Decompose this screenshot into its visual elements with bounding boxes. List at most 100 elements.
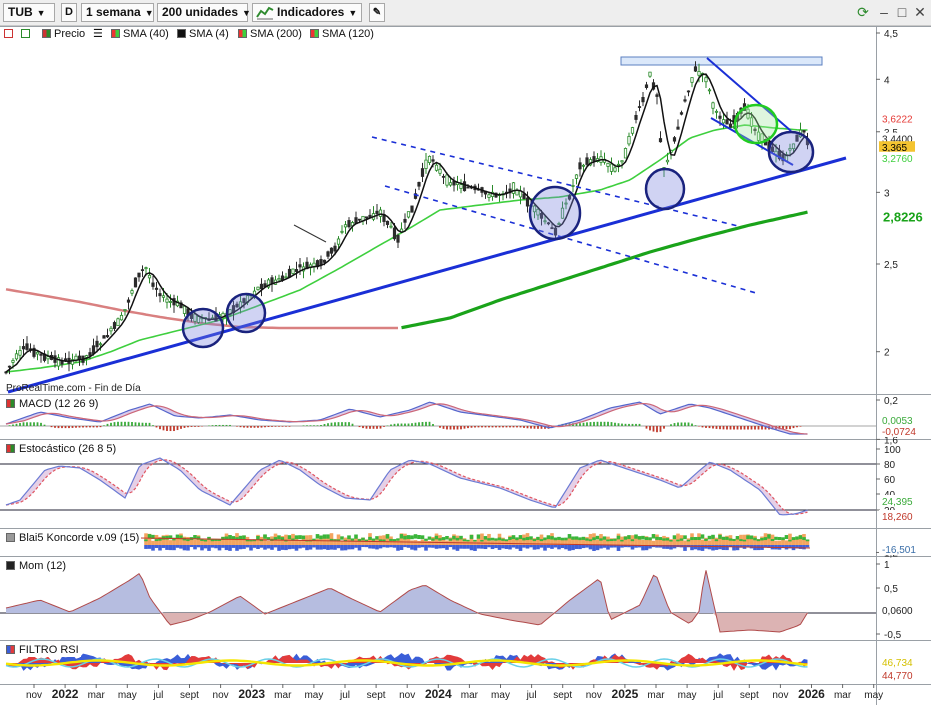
koncorde-orange-bar	[410, 540, 414, 545]
price-bar-body	[116, 318, 120, 327]
momentum-title[interactable]: Mom (12)	[4, 560, 69, 573]
ticker-select[interactable]: TUB ▼	[3, 3, 55, 22]
koncorde-green-bar	[571, 536, 575, 540]
units-select[interactable]: 200 unidades ▼	[157, 3, 251, 22]
macd-histogram-bar	[369, 426, 371, 429]
legend-up-icon[interactable]	[21, 27, 33, 41]
koncorde-green-bar	[427, 536, 432, 540]
koncorde-green-bar	[585, 538, 589, 541]
macd-histogram-bar	[180, 426, 182, 429]
price-bar-body	[112, 322, 117, 329]
price-bar-body	[508, 188, 512, 194]
macd-histogram-bar	[306, 425, 308, 426]
price-bar-body	[781, 154, 785, 162]
macd-histogram-bar	[537, 426, 539, 429]
koncorde-blue-bar	[651, 545, 656, 548]
macd-histogram-bar	[169, 426, 172, 432]
stochastic-tick-label: 20	[884, 506, 896, 517]
timeframe-select[interactable]: 1 semana ▼	[81, 3, 154, 22]
macd-histogram-bar	[323, 424, 326, 426]
koncorde-orange-bar	[214, 540, 218, 545]
macd-histogram-bar	[278, 426, 280, 427]
macd-histogram-bar	[183, 426, 186, 428]
minimize-icon[interactable]: –	[880, 4, 888, 20]
price-bar-body	[14, 353, 19, 360]
price-bar-body	[753, 128, 757, 132]
koncorde-blue-bar	[781, 545, 785, 548]
koncorde-orange-bar	[413, 540, 418, 545]
chart-refresh-icon[interactable]: ⟳	[857, 4, 869, 20]
koncorde-green-bar	[336, 539, 341, 542]
price-bar-body	[32, 347, 36, 357]
macd-histogram-bar	[649, 426, 651, 431]
legend-sma40[interactable]: SMA (40)	[111, 27, 169, 41]
stochastic-cloud	[6, 458, 808, 515]
macd-histogram-bar	[586, 422, 588, 426]
macd-histogram-bar	[26, 422, 28, 426]
koncorde-green-bar	[364, 539, 369, 542]
koncorde-orange-bar	[312, 540, 316, 545]
macd-histogram-bar	[257, 426, 259, 428]
pencil-icon: ✎	[372, 7, 382, 18]
price-bar-body	[294, 269, 299, 272]
macd-title[interactable]: MACD (12 26 9)	[4, 398, 101, 411]
price-bar-body	[543, 220, 547, 223]
price-bar-body	[420, 168, 425, 177]
koncorde-title[interactable]: Blai5 Koncorde v.09 (15)	[4, 532, 142, 545]
koncorde-green-bar	[504, 539, 509, 542]
koncorde-orange-bar	[294, 535, 299, 545]
maximize-icon[interactable]: □	[897, 4, 907, 20]
koncorde-orange-bar	[609, 538, 614, 545]
koncorde-green-bar	[168, 535, 173, 540]
price-badge: 3,2760	[882, 154, 913, 165]
price-bar-body	[455, 182, 460, 186]
koncorde-orange-bar	[263, 534, 267, 545]
koncorde-blue-bar	[249, 545, 253, 551]
axis-badge-bg	[879, 604, 917, 616]
legend-sma4[interactable]: SMA (4)	[177, 27, 229, 41]
legend-price[interactable]: Precio	[42, 27, 85, 41]
rsi-filter-title[interactable]: FILTRO RSI	[4, 644, 81, 657]
koncorde-green-bar	[273, 537, 278, 541]
koncorde-orange-bar	[438, 535, 442, 545]
koncorde-blue-bar	[683, 545, 687, 551]
price-bar-body	[238, 301, 243, 309]
macd-histogram-bar	[778, 426, 781, 430]
koncorde-orange-bar	[665, 536, 670, 545]
koncorde-orange-bar	[595, 539, 600, 545]
macd-histogram-bar	[397, 423, 399, 426]
koncorde-orange-bar	[273, 533, 278, 545]
price-bar-body	[725, 119, 729, 125]
close-icon[interactable]: ✕	[914, 4, 926, 20]
momentum-tick-label: 0,5	[884, 584, 898, 595]
legend-sma120[interactable]: SMA (120)	[310, 27, 374, 41]
koncorde-green-bar	[578, 537, 582, 541]
price-bar-body	[133, 277, 138, 288]
indicators-button[interactable]: Indicadores ▼	[252, 3, 362, 22]
koncorde-green-bar	[266, 537, 271, 541]
pencil-tool-button[interactable]: ✎	[369, 3, 385, 22]
price-bar-body	[665, 159, 670, 163]
macd-histogram-bar	[390, 424, 392, 426]
koncorde-blue-bar	[763, 545, 768, 548]
price-bar-body	[711, 102, 715, 109]
price-panel[interactable]	[4, 56, 847, 394]
legend-sma200[interactable]: SMA (200)	[238, 27, 302, 41]
koncorde-blue-bar	[609, 545, 614, 548]
legend-list-icon[interactable]: ☰	[93, 28, 103, 40]
macd-histogram-bar	[117, 421, 119, 426]
price-bar-body	[277, 278, 281, 281]
koncorde-green-bar	[473, 539, 477, 542]
koncorde-blue-bar	[553, 545, 558, 548]
koncorde-orange-bar	[333, 538, 337, 545]
koncorde-orange-bar	[742, 534, 747, 545]
macd-histogram-bar	[439, 426, 441, 428]
koncorde-green-bar	[161, 536, 166, 540]
macd-histogram-bar	[603, 421, 606, 426]
rsi-red-area	[6, 653, 808, 671]
stochastic-title[interactable]: Estocástico (26 8 5)	[4, 443, 119, 456]
legend-settings-icon[interactable]	[4, 27, 16, 41]
daily-button[interactable]: D	[61, 3, 77, 22]
koncorde-blue-bar	[749, 545, 754, 549]
